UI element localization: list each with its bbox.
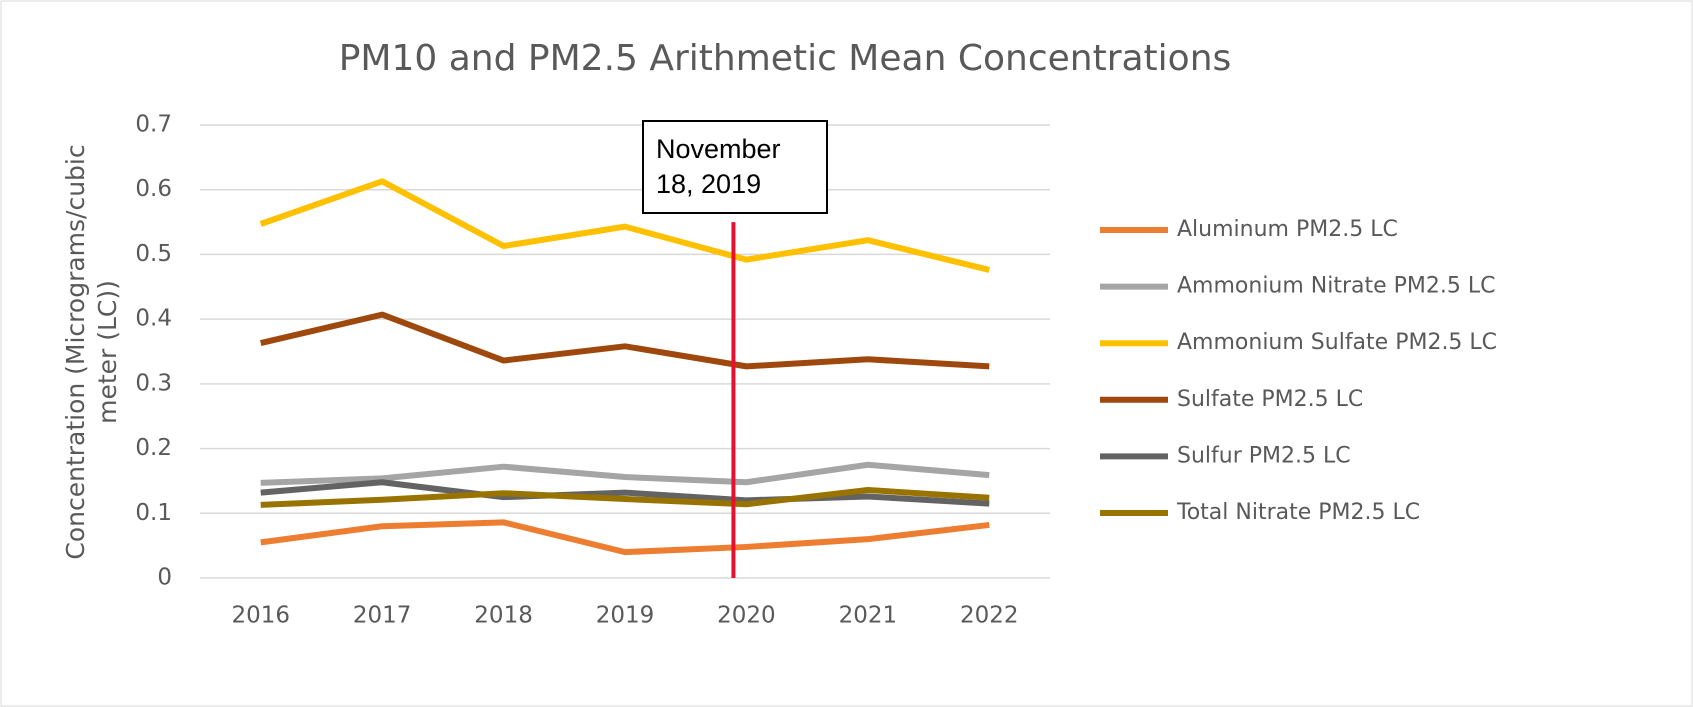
legend-label: Ammonium Nitrate PM2.5 LC	[1177, 274, 1496, 299]
x-tick-label: 2022	[960, 603, 1019, 629]
y-tick-label: 0.4	[135, 306, 172, 332]
y-tick-label: 0	[157, 565, 172, 591]
series-line	[260, 461, 990, 486]
y-axis-label: Concentration (Micrograms/cubic meter (L…	[61, 144, 122, 560]
series-line	[260, 519, 990, 556]
series-line	[260, 311, 990, 370]
y-tick-label: 0.2	[135, 435, 172, 461]
legend-label: Sulfur PM2.5 LC	[1177, 443, 1351, 468]
legend-label: Sulfate PM2.5 LC	[1177, 387, 1363, 412]
y-tick-label: 0.1	[135, 500, 172, 526]
y-tick-label: 0.3	[135, 370, 172, 396]
chart-title: PM10 and PM2.5 Arithmetic Mean Concentra…	[339, 38, 1232, 79]
x-tick-label: 2020	[717, 603, 776, 629]
y-tick-label: 0.6	[135, 176, 172, 202]
legend-label: Total Nitrate PM2.5 LC	[1176, 500, 1420, 525]
series-line	[260, 486, 990, 508]
x-tick-label: 2021	[839, 603, 898, 629]
y-tick-label: 0.7	[135, 112, 172, 138]
x-tick-label: 2019	[596, 603, 655, 629]
y-tick-label: 0.5	[135, 241, 172, 267]
x-tick-label: 2017	[353, 603, 412, 629]
x-tick-label: 2016	[231, 603, 290, 629]
annotation: November 18, 2019	[642, 120, 828, 214]
legend-label: Aluminum PM2.5 LC	[1177, 217, 1398, 242]
x-tick-label: 2018	[474, 603, 533, 629]
legend-label: Ammonium Sulfate PM2.5 LC	[1177, 330, 1497, 355]
series-line	[260, 479, 990, 507]
series-line	[259, 178, 991, 273]
